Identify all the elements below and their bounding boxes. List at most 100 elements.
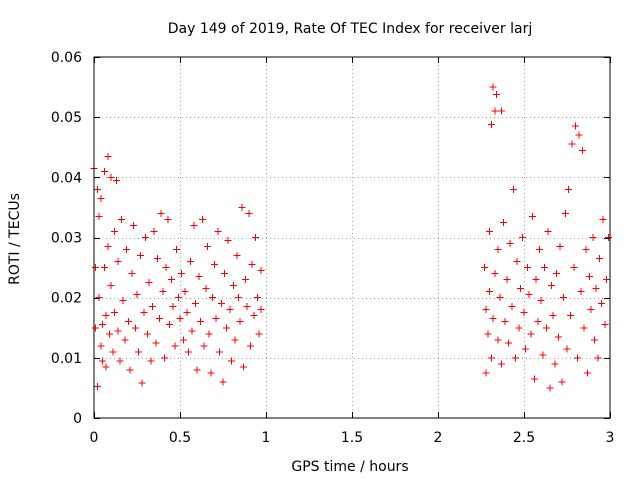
data-point bbox=[224, 237, 232, 245]
data-point bbox=[494, 246, 502, 254]
data-point bbox=[241, 276, 249, 284]
data-point bbox=[556, 243, 564, 251]
data-point bbox=[253, 294, 261, 302]
data-point bbox=[554, 333, 562, 341]
data-point bbox=[212, 315, 220, 323]
data-point bbox=[99, 321, 107, 329]
data-point bbox=[226, 306, 234, 314]
data-point bbox=[577, 288, 585, 296]
data-point bbox=[563, 345, 571, 353]
data-point bbox=[585, 273, 593, 281]
data-point bbox=[537, 297, 545, 305]
y-tick-label: 0 bbox=[73, 411, 82, 427]
x-tick-label: 2.5 bbox=[513, 430, 535, 446]
data-point bbox=[548, 282, 556, 290]
data-point bbox=[561, 209, 569, 217]
data-point bbox=[491, 107, 499, 115]
data-point bbox=[489, 83, 497, 91]
data-point bbox=[513, 258, 521, 266]
data-point bbox=[198, 215, 206, 223]
data-point bbox=[111, 309, 119, 317]
data-point bbox=[95, 294, 103, 302]
data-point bbox=[532, 276, 540, 284]
data-point bbox=[155, 315, 163, 323]
data-point bbox=[111, 227, 119, 235]
data-point bbox=[171, 342, 179, 350]
data-point bbox=[93, 383, 101, 391]
data-point bbox=[535, 246, 543, 254]
data-point bbox=[124, 318, 132, 326]
data-point bbox=[107, 282, 115, 290]
y-tick-label: 0.03 bbox=[51, 231, 82, 247]
data-point bbox=[200, 342, 208, 350]
y-axis-label: ROTI / TECUs bbox=[7, 193, 23, 285]
data-point bbox=[589, 234, 597, 241]
data-point bbox=[486, 288, 494, 296]
data-point bbox=[174, 294, 182, 302]
data-point bbox=[517, 285, 525, 293]
data-point bbox=[183, 309, 191, 317]
data-point bbox=[250, 312, 258, 320]
data-point bbox=[546, 384, 554, 392]
data-point bbox=[523, 264, 531, 272]
data-point bbox=[252, 234, 260, 241]
data-point bbox=[503, 276, 511, 284]
data-point bbox=[484, 330, 492, 338]
data-point bbox=[150, 227, 158, 235]
data-point bbox=[100, 264, 108, 272]
data-points bbox=[90, 83, 612, 392]
data-point bbox=[257, 267, 265, 275]
data-point bbox=[217, 300, 225, 308]
data-point bbox=[128, 270, 136, 278]
data-point bbox=[487, 120, 495, 128]
data-point bbox=[105, 330, 113, 338]
data-point bbox=[197, 318, 205, 326]
data-point bbox=[539, 351, 547, 359]
data-point bbox=[530, 375, 538, 383]
x-tick-label: 3 bbox=[606, 430, 615, 446]
data-point bbox=[534, 318, 542, 326]
data-point bbox=[487, 354, 495, 362]
data-point bbox=[520, 309, 528, 317]
data-point bbox=[575, 131, 583, 139]
data-point bbox=[100, 167, 108, 175]
data-point bbox=[558, 378, 566, 386]
data-point bbox=[587, 306, 595, 314]
data-point bbox=[596, 255, 604, 263]
data-point bbox=[482, 306, 490, 314]
data-point bbox=[119, 297, 127, 305]
data-point bbox=[136, 252, 144, 260]
y-tick-label: 0.01 bbox=[51, 351, 82, 367]
data-point bbox=[154, 255, 162, 263]
x-tick-label: 1.5 bbox=[341, 430, 363, 446]
data-point bbox=[245, 209, 253, 217]
data-point bbox=[204, 243, 212, 251]
data-point bbox=[565, 185, 573, 193]
x-axis: 0 0.5 1 1.5 2 2.5 3 bbox=[90, 57, 615, 446]
x-tick-label: 1 bbox=[262, 430, 271, 446]
data-point bbox=[186, 258, 194, 266]
data-point bbox=[229, 282, 237, 290]
data-point bbox=[243, 303, 251, 311]
data-point bbox=[506, 240, 514, 248]
y-axis: 0 0.01 0.02 0.03 0.04 0.05 0.06 bbox=[51, 50, 610, 427]
data-point bbox=[551, 360, 559, 368]
x-tick-label: 2 bbox=[434, 430, 443, 446]
data-point bbox=[131, 324, 139, 332]
data-point bbox=[214, 227, 222, 235]
data-point bbox=[511, 354, 519, 362]
data-point bbox=[210, 261, 218, 269]
data-point bbox=[541, 264, 549, 272]
data-point bbox=[209, 294, 217, 302]
data-point bbox=[501, 318, 509, 326]
data-point bbox=[603, 276, 611, 284]
data-point bbox=[515, 324, 523, 332]
data-point bbox=[549, 312, 557, 320]
data-point bbox=[592, 285, 600, 293]
data-point bbox=[544, 227, 552, 235]
data-point bbox=[228, 357, 236, 365]
data-point bbox=[104, 152, 112, 160]
data-point bbox=[499, 218, 507, 226]
data-point bbox=[130, 221, 138, 229]
data-point bbox=[159, 288, 167, 296]
